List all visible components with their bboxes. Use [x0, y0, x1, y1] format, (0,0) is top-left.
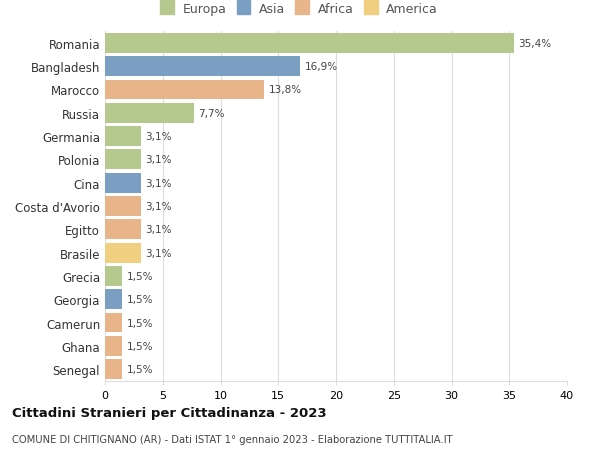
- Text: 1,5%: 1,5%: [127, 271, 154, 281]
- Bar: [105, 336, 122, 356]
- Text: 13,8%: 13,8%: [269, 85, 302, 95]
- Text: 3,1%: 3,1%: [145, 132, 172, 142]
- Bar: [105, 313, 122, 333]
- Bar: [105, 104, 194, 123]
- Text: 3,1%: 3,1%: [145, 248, 172, 258]
- Text: 3,1%: 3,1%: [145, 178, 172, 188]
- Text: 7,7%: 7,7%: [199, 108, 225, 118]
- Bar: [105, 34, 514, 54]
- Bar: [105, 57, 300, 77]
- Text: 1,5%: 1,5%: [127, 318, 154, 328]
- Text: COMUNE DI CHITIGNANO (AR) - Dati ISTAT 1° gennaio 2023 - Elaborazione TUTTITALIA: COMUNE DI CHITIGNANO (AR) - Dati ISTAT 1…: [12, 434, 452, 444]
- Text: 3,1%: 3,1%: [145, 202, 172, 212]
- Text: 3,1%: 3,1%: [145, 155, 172, 165]
- Bar: [105, 127, 141, 147]
- Bar: [105, 359, 122, 379]
- Bar: [105, 174, 141, 193]
- Bar: [105, 196, 141, 217]
- Text: 35,4%: 35,4%: [518, 39, 551, 49]
- Text: 1,5%: 1,5%: [127, 295, 154, 305]
- Text: 1,5%: 1,5%: [127, 341, 154, 351]
- Bar: [105, 150, 141, 170]
- Bar: [105, 80, 265, 100]
- Bar: [105, 220, 141, 240]
- Text: Cittadini Stranieri per Cittadinanza - 2023: Cittadini Stranieri per Cittadinanza - 2…: [12, 406, 326, 419]
- Text: 1,5%: 1,5%: [127, 364, 154, 375]
- Bar: [105, 243, 141, 263]
- Bar: [105, 290, 122, 309]
- Bar: [105, 266, 122, 286]
- Legend: Europa, Asia, Africa, America: Europa, Asia, Africa, America: [160, 4, 438, 17]
- Text: 3,1%: 3,1%: [145, 225, 172, 235]
- Text: 16,9%: 16,9%: [305, 62, 338, 72]
